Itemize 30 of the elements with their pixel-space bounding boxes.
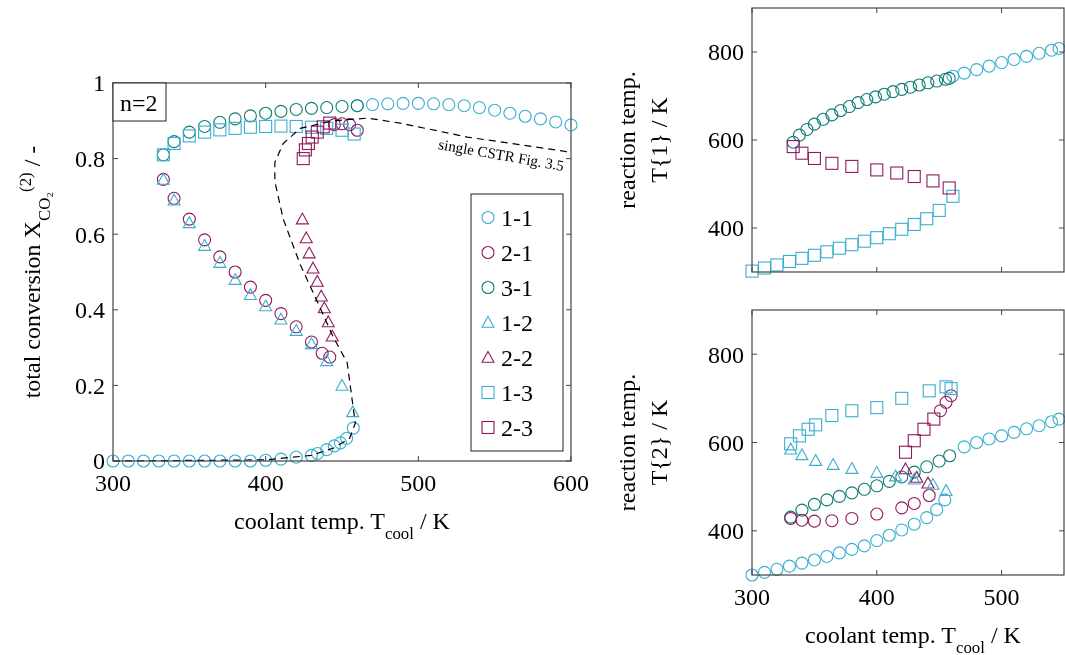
text: single CSTR Fig. 3.5 [437,136,566,174]
y-tick-label: 0.4 [75,297,105,324]
x-tick-label: 400 [247,470,284,496]
x-axis-title: coolant temp. T$_{cool}$ / K [234,508,451,543]
x-axis-title: coolant temp. T$_{cool}$ / K [805,622,1022,655]
x-tick-label: 300 [734,584,770,610]
legend-label: 2-2 [501,344,533,371]
y-tick-label: 0.2 [75,372,105,399]
legend-label: 3-1 [501,274,533,301]
y-tick-label: 400 [708,518,744,545]
x-tick-label: 500 [400,470,437,496]
legend-label: 1-3 [501,379,533,406]
y-tick-label: 600 [708,429,744,456]
y-tick-label: 800 [708,341,744,368]
y-tick-label: 0.8 [75,146,105,172]
y-axis-title: reaction temp. T{2} / K [614,373,672,512]
y-tick-label: 400 [708,215,744,242]
x-tick-label: 500 [983,584,1020,610]
y-axis-title: reaction temp. T{1} / K [614,71,672,209]
legend-label: 2-3 [501,414,533,441]
annotation: n=2 [120,90,158,116]
y-tick-label: 0.6 [75,221,105,248]
legend-label: 1-2 [501,309,533,336]
y-tick-label: 600 [708,127,744,154]
y-tick-label: 1 [93,70,105,97]
legend-label: 2-1 [501,239,533,266]
y-tick-label: 800 [708,39,744,66]
x-tick-label: 600 [553,470,589,496]
x-tick-label: 400 [858,584,895,610]
legend-label: 1-1 [501,204,533,231]
